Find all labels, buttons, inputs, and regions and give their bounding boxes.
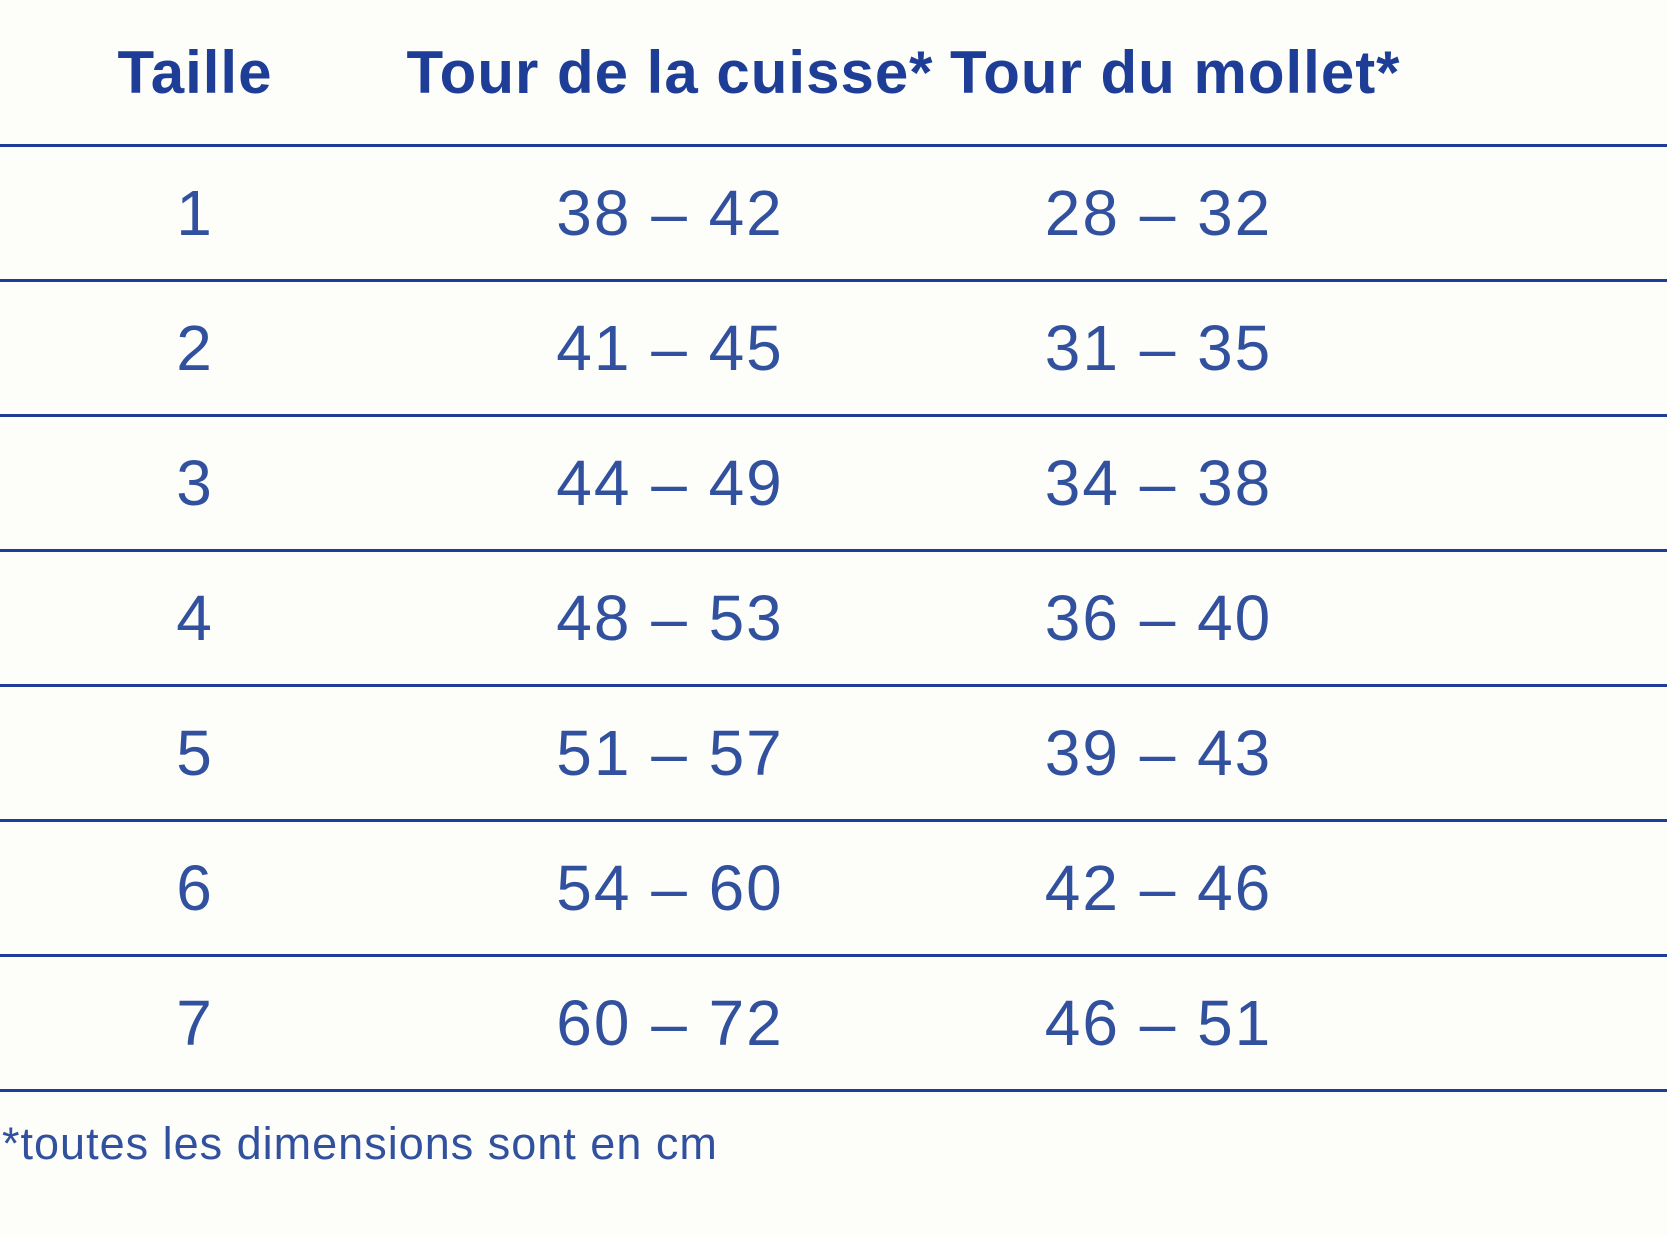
calf-range-value: 36 – 40 — [1044, 582, 1273, 654]
size-value: 1 — [176, 177, 214, 249]
size-value: 5 — [176, 717, 214, 789]
size-value: 2 — [176, 312, 214, 384]
size-table: Taille Tour de la cuisse* Tour du mollet… — [0, 0, 1667, 1092]
column-header-tour-mollet: Tour du mollet* — [950, 38, 1401, 106]
size-value: 3 — [176, 447, 214, 519]
size-value: 7 — [176, 987, 214, 1059]
calf-range-value: 28 – 32 — [1044, 177, 1273, 249]
thigh-range-value: 51 – 57 — [556, 717, 784, 789]
table-row-size-4: 4 48 – 53 36 – 40 — [0, 552, 1667, 687]
table-row-size-7: 7 60 – 72 46 – 51 — [0, 957, 1667, 1092]
calf-range-value: 39 – 43 — [1044, 717, 1273, 789]
table-row-size-3: 3 44 – 49 34 – 38 — [0, 417, 1667, 552]
thigh-range-value: 38 – 42 — [556, 177, 784, 249]
column-header-taille: Taille — [117, 38, 273, 106]
table-row-size-6: 6 54 – 60 42 – 46 — [0, 822, 1667, 957]
thigh-range-value: 48 – 53 — [556, 582, 784, 654]
table-header-row: Taille Tour de la cuisse* Tour du mollet… — [0, 0, 1667, 147]
size-value: 4 — [176, 582, 214, 654]
calf-range-value: 46 – 51 — [1044, 987, 1273, 1059]
units-footnote: *toutes les dimensions sont en cm — [2, 1118, 718, 1169]
table-row-size-2: 2 41 – 45 31 – 35 — [0, 282, 1667, 417]
calf-range-value: 31 – 35 — [1044, 312, 1273, 384]
table-row-size-5: 5 51 – 57 39 – 43 — [0, 687, 1667, 822]
column-header-tour-cuisse: Tour de la cuisse* — [406, 38, 934, 106]
table-row-size-1: 1 38 – 42 28 – 32 — [0, 147, 1667, 282]
calf-range-value: 34 – 38 — [1044, 447, 1273, 519]
calf-range-value: 42 – 46 — [1044, 852, 1273, 924]
thigh-range-value: 60 – 72 — [556, 987, 784, 1059]
thigh-range-value: 54 – 60 — [556, 852, 784, 924]
thigh-range-value: 44 – 49 — [556, 447, 784, 519]
thigh-range-value: 41 – 45 — [556, 312, 784, 384]
size-value: 6 — [176, 852, 214, 924]
